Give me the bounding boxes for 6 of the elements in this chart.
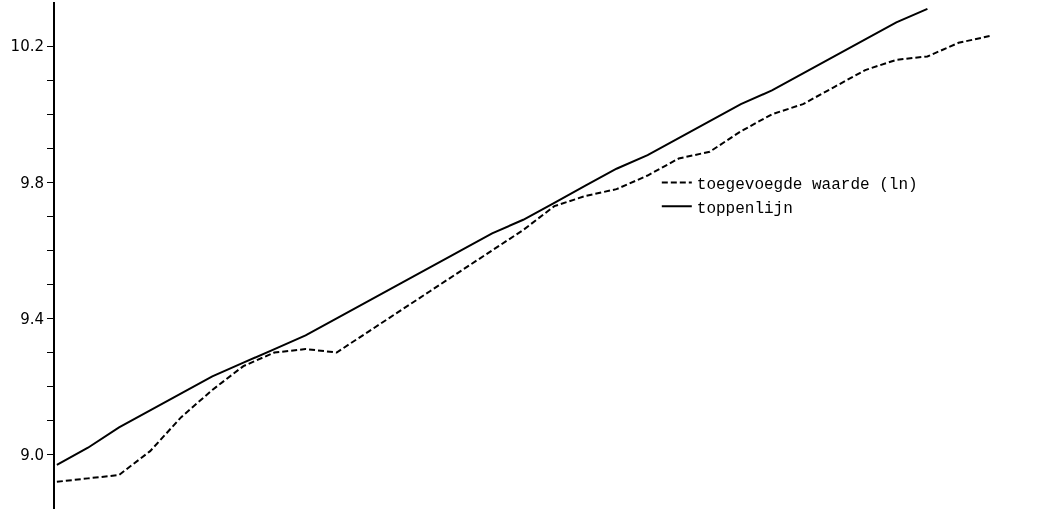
y-tick-label: 9.8 xyxy=(20,173,44,192)
legend-label: toppenlijn xyxy=(696,199,793,218)
y-tick-label: 9.0 xyxy=(20,445,44,464)
legend-label: toegevoegde waarde (ln) xyxy=(696,175,918,194)
y-tick-label: 10.2 xyxy=(10,37,44,56)
y-tick-label: 9.4 xyxy=(20,309,44,328)
